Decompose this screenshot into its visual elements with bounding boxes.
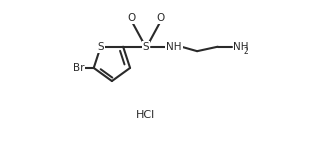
Text: NH: NH — [166, 42, 182, 52]
Text: O: O — [127, 13, 136, 23]
Text: Br: Br — [73, 63, 84, 73]
Text: O: O — [156, 13, 165, 23]
Text: HCl: HCl — [136, 109, 156, 119]
Text: S: S — [143, 42, 150, 52]
Text: S: S — [97, 42, 104, 52]
Text: 2: 2 — [244, 47, 249, 56]
Text: NH: NH — [233, 42, 249, 52]
